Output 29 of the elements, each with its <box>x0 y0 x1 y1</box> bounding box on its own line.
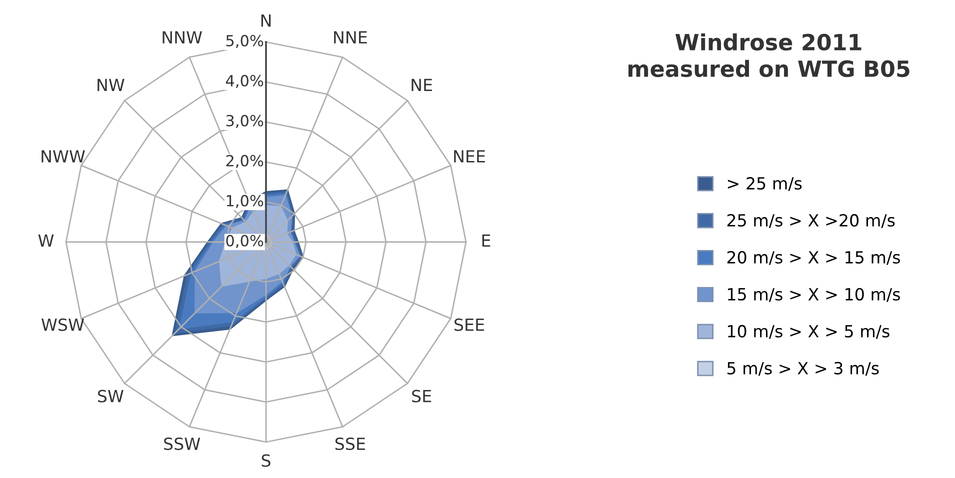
y-tick-label: 5,0% <box>226 34 264 48</box>
y-tick-label: 3,0% <box>226 114 264 128</box>
spoke-label: S <box>262 454 270 467</box>
spoke-label: SW <box>98 390 124 402</box>
legend-label: 5 m/s > X > 3 m/s <box>727 362 879 376</box>
spoke-label: NWW <box>42 150 85 162</box>
spoke-label: NNE <box>334 31 367 44</box>
legend-label: 20 m/s > X > 15 m/s <box>727 250 900 265</box>
spoke-label: E <box>482 234 490 247</box>
spoke-label: NNW <box>162 31 202 44</box>
legend-label: 15 m/s > X > 10 m/s <box>728 288 900 302</box>
legend-label: 10 m/s > X > 5 m/s <box>728 324 890 339</box>
y-tick-label: 0,0% <box>226 234 264 248</box>
legend-label: 25 m/s > X >20 m/s <box>727 214 895 228</box>
y-tick-label: 4,0% <box>226 74 264 88</box>
spoke-label: N <box>261 14 271 27</box>
spoke-label: NW <box>98 78 124 92</box>
y-tick-label: 1,0% <box>226 194 264 208</box>
spoke-label: W <box>38 234 54 247</box>
text: Windrose 2011 measured on WTG B05 <box>628 33 910 78</box>
y-tick-label: 2,0% <box>226 154 264 168</box>
spoke-label: WSW <box>42 318 84 332</box>
spoke-label: NE <box>412 78 432 92</box>
spoke-label: SSW <box>164 437 200 450</box>
legend-label: > 25 m/s <box>728 177 802 191</box>
spoke-label: SSE <box>335 437 365 450</box>
spoke-label: NEE <box>454 150 485 162</box>
spoke-label: SEE <box>454 318 484 332</box>
spoke-label: SE <box>412 390 432 402</box>
